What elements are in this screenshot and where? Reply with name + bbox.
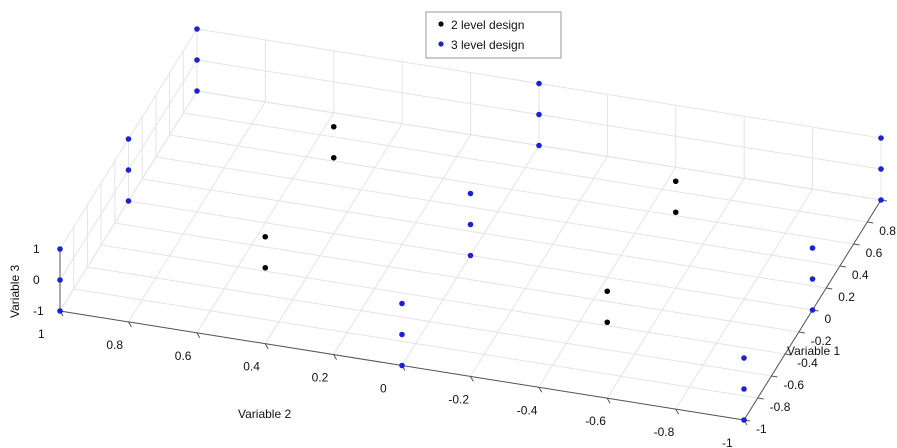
point-3-level-design	[467, 252, 474, 259]
point-3-level-design	[194, 57, 200, 63]
y-axis-tick	[675, 408, 680, 415]
x-axis-tick	[798, 331, 805, 334]
point-3-level-design	[741, 417, 747, 423]
x-tick-label: 0.4	[852, 268, 869, 282]
x-axis-tick	[839, 265, 846, 268]
point-2-level-design	[262, 233, 269, 240]
y-tick-label: -0.2	[448, 392, 469, 406]
y-tick-label: -0.8	[654, 425, 675, 439]
point-3-level-design	[399, 331, 405, 338]
legend-marker-3-level	[438, 41, 444, 47]
legend-label-2-level: 2 level design	[451, 18, 524, 32]
y-axis-tick	[333, 354, 338, 360]
point-3-level-design	[125, 136, 132, 142]
y-tick-label: 1	[38, 327, 45, 341]
y-tick-label: 0.8	[106, 338, 123, 352]
y-tick-label: -0.6	[585, 414, 606, 428]
z-tick-label: -1	[33, 304, 44, 318]
point-3-level-design	[399, 300, 405, 307]
point-3-level-design	[878, 197, 884, 203]
point-3-level-design	[194, 88, 200, 94]
point-2-level-design	[330, 123, 337, 130]
y-axis-tick	[469, 376, 474, 382]
x-axis-tick	[771, 375, 778, 378]
x-tick-label: 0.8	[879, 224, 896, 238]
floor-gridline-y	[183, 112, 868, 223]
x-axis-label: Variable 1	[787, 344, 840, 358]
y-tick-label: 0	[380, 382, 387, 396]
y-axis-tick	[196, 332, 201, 339]
y-tick-label: -1	[722, 436, 733, 448]
x-tick-label: -0.6	[783, 378, 804, 392]
legend-box	[425, 11, 562, 59]
x-axis-tick	[867, 221, 874, 224]
point-3-level-design	[467, 190, 474, 197]
point-2-level-design	[604, 288, 611, 295]
point-2-level-design	[262, 264, 269, 271]
point-2-level-design	[330, 154, 337, 161]
x-tick-label: 0.2	[838, 290, 855, 304]
point-3-level-design	[536, 80, 542, 87]
floor-gridline-y	[114, 222, 799, 333]
y-axis-tick	[606, 397, 611, 404]
point-3-level-design	[878, 166, 884, 172]
z-tick-label: 1	[33, 242, 40, 256]
x-tick-label: 0.6	[866, 246, 883, 260]
point-3-level-design	[57, 277, 63, 283]
legend-marker-2-level	[438, 21, 444, 27]
point-3-level-design	[125, 167, 132, 173]
point-2-level-design	[672, 209, 679, 216]
floor-gridline-y	[169, 134, 854, 245]
y-axis-tick	[538, 387, 543, 393]
floor-gridline-y	[155, 156, 840, 267]
x-tick-label: -0.2	[811, 334, 832, 348]
y-tick-label: 0.4	[243, 360, 260, 374]
point-2-level-design	[672, 178, 679, 185]
floor-gridline-y	[142, 178, 827, 289]
point-3-level-design	[741, 386, 747, 392]
x-tick-label: -0.8	[770, 400, 791, 414]
point-3-level-design	[809, 276, 816, 282]
x-axis-tick	[853, 243, 860, 246]
y-axis-tick	[127, 321, 132, 328]
point-2-level-design	[604, 319, 611, 326]
floor-gridline-y	[87, 266, 772, 377]
x-tick-label: 0	[825, 312, 832, 326]
point-3-level-design	[878, 135, 884, 141]
y-axis-tick	[264, 343, 269, 349]
floor-gridline-y	[73, 288, 758, 399]
y-tick-label: 0.6	[175, 349, 192, 363]
z-axis-label: Variable 3	[8, 265, 22, 318]
point-3-level-design	[467, 221, 474, 228]
data-points	[57, 26, 884, 423]
x-tick-label: -1	[756, 422, 767, 436]
tick-labels: 10.80.60.40.20-0.2-0.4-0.6-0.8-1-1-0.8-0…	[33, 224, 896, 448]
y-axis-label: Variable 2	[238, 407, 291, 421]
point-3-level-design	[741, 355, 747, 361]
point-3-level-design	[57, 308, 63, 314]
point-3-level-design	[536, 142, 542, 149]
floor-gridline-y	[101, 244, 786, 355]
legend: 2 level design 3 level design	[425, 11, 562, 59]
legend-label-3-level: 3 level design	[451, 38, 524, 52]
z-tick-label: 0	[33, 273, 40, 287]
point-3-level-design	[194, 26, 200, 32]
y-tick-label: -0.4	[517, 403, 538, 417]
point-3-level-design	[125, 198, 132, 204]
y-tick-label: 0.2	[312, 371, 329, 385]
point-3-level-design	[536, 111, 542, 118]
x-axis-tick	[826, 287, 833, 290]
point-3-level-design	[57, 246, 63, 252]
point-3-level-design	[399, 362, 405, 369]
x-tick-label: -0.4	[797, 356, 818, 370]
x-axis-tick	[785, 353, 792, 356]
point-3-level-design	[809, 245, 816, 251]
point-3-level-design	[809, 307, 816, 313]
x-axis-tick	[757, 397, 764, 400]
